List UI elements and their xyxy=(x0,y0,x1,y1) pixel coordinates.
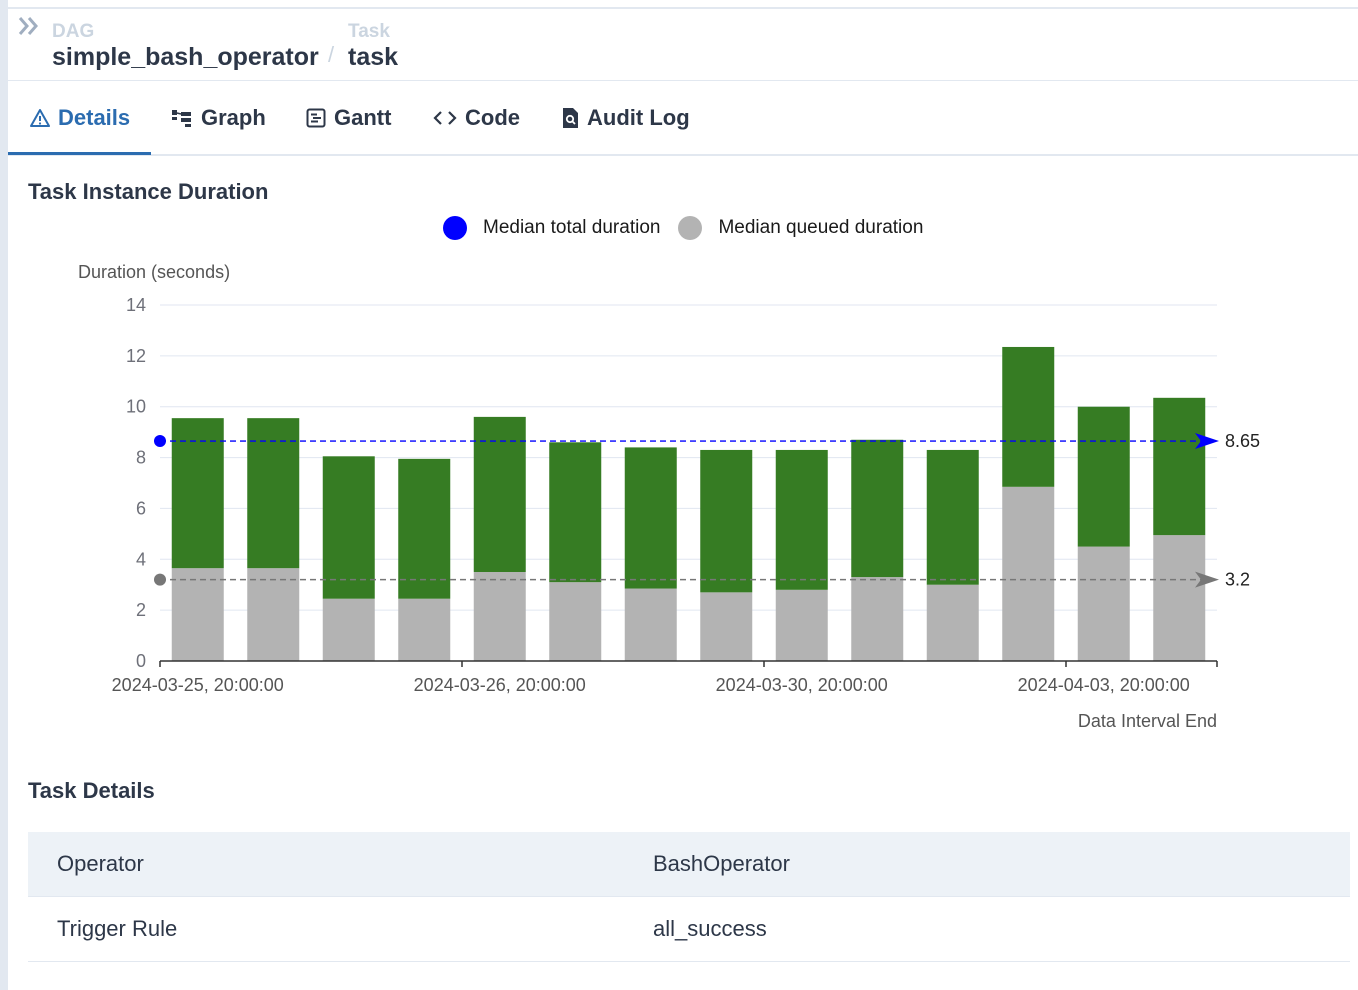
y-tick-label: 2 xyxy=(136,600,146,620)
active-tab-indicator xyxy=(8,152,151,155)
task-details-table: Operator BashOperator Trigger Rule all_s… xyxy=(28,832,1350,962)
bar-run xyxy=(1153,397,1206,536)
bar-run xyxy=(247,418,300,569)
tab-code[interactable]: Code xyxy=(433,82,520,154)
duration-section-title: Task Instance Duration xyxy=(28,179,269,204)
bar-run xyxy=(851,439,904,578)
breadcrumb-task-label: Task xyxy=(348,21,390,42)
tab-details-label: Details xyxy=(58,105,131,130)
x-tick-label: 2024-03-30, 20:00:00 xyxy=(716,675,888,695)
bar-queued xyxy=(624,588,677,661)
bar-queued xyxy=(247,568,300,661)
bar-run xyxy=(473,416,526,572)
header-divider xyxy=(8,80,1358,81)
legend-label-median-total: Median total duration xyxy=(483,217,661,238)
top-divider xyxy=(8,7,1358,9)
legend-item-median-total[interactable]: Median total duration xyxy=(443,216,660,240)
tab-audit-log-label: Audit Log xyxy=(587,105,690,130)
bar-run xyxy=(1077,406,1130,547)
table-cell-value: BashOperator xyxy=(653,851,790,876)
bar-queued xyxy=(473,572,526,661)
chart-legend: Median total duration Median queued dura… xyxy=(443,213,941,243)
x-tick-label: 2024-03-25, 20:00:00 xyxy=(112,675,284,695)
bar-run xyxy=(171,418,224,569)
bar-queued xyxy=(700,592,753,661)
tab-details[interactable]: Details xyxy=(30,82,130,154)
y-tick-label: 4 xyxy=(136,549,146,569)
bar-queued xyxy=(926,584,979,661)
table-cell-key: Operator xyxy=(57,851,144,876)
median-line-arrow xyxy=(1195,433,1219,450)
audit-log-icon xyxy=(563,108,578,128)
breadcrumb-task-value[interactable]: task xyxy=(348,43,399,71)
bar-queued xyxy=(549,582,602,661)
median-line-label: 3.2 xyxy=(1225,570,1250,590)
graph-icon xyxy=(172,110,191,127)
y-tick-label: 12 xyxy=(126,346,146,366)
legend-dot-median-queued xyxy=(678,216,703,240)
x-axis-title: Data Interval End xyxy=(1078,711,1217,731)
bar-run xyxy=(322,456,375,599)
breadcrumb: DAG simple_bash_operator / Task task xyxy=(18,14,1358,80)
legend-label-median-queued: Median queued duration xyxy=(718,217,924,238)
legend-item-median-queued[interactable]: Median queued duration xyxy=(678,216,923,240)
y-axis-title: Duration (seconds) xyxy=(78,262,230,282)
bar-queued xyxy=(1002,486,1055,661)
median-line-start-marker xyxy=(154,435,166,448)
warning-triangle-icon xyxy=(30,109,50,127)
bar-queued xyxy=(775,589,828,661)
bar-queued xyxy=(1153,535,1206,661)
x-tick-label: 2024-03-26, 20:00:00 xyxy=(414,675,586,695)
bar-run xyxy=(624,447,677,589)
table-cell-value: all_success xyxy=(653,916,767,941)
bar-run xyxy=(775,449,828,590)
y-tick-label: 8 xyxy=(136,448,146,468)
tab-graph-label: Graph xyxy=(201,105,266,130)
tabs-divider xyxy=(8,154,1358,156)
tab-gantt-label: Gantt xyxy=(334,105,392,130)
y-tick-label: 14 xyxy=(126,295,146,315)
table-row: Trigger Rule all_success xyxy=(28,897,1350,962)
tab-gantt[interactable]: Gantt xyxy=(306,82,391,154)
tab-bar: Details Graph Gantt Code xyxy=(8,82,1358,156)
table-cell-key: Trigger Rule xyxy=(57,916,178,941)
table-row: Operator BashOperator xyxy=(28,832,1350,897)
bar-run xyxy=(398,458,451,599)
breadcrumb-task[interactable]: Task task xyxy=(348,22,398,72)
y-tick-label: 6 xyxy=(136,498,146,518)
median-line-start-marker xyxy=(154,573,166,586)
bar-queued xyxy=(398,598,451,661)
duration-chart: Duration (seconds) 0 2 4 6 8 10 12 14 2024-03-25,… xyxy=(78,262,1260,731)
y-tick-label: 0 xyxy=(136,651,146,671)
bar-run xyxy=(549,442,602,583)
legend-dot-median-total xyxy=(443,216,467,240)
tab-audit-log[interactable]: Audit Log xyxy=(561,82,690,154)
tab-code-label: Code xyxy=(465,105,520,130)
bar-queued xyxy=(851,577,904,661)
median-line-arrow xyxy=(1195,571,1219,588)
bar-run xyxy=(1002,346,1055,487)
breadcrumb-dag-value[interactable]: simple_bash_operator xyxy=(52,43,319,71)
x-tick-label: 2024-04-03, 20:00:00 xyxy=(1018,675,1190,695)
y-tick-label: 10 xyxy=(126,397,146,417)
bar-queued xyxy=(171,568,224,661)
tab-graph[interactable]: Graph xyxy=(171,82,266,154)
bar-run xyxy=(926,449,979,585)
breadcrumb-dag[interactable]: DAG simple_bash_operator xyxy=(52,22,319,72)
code-icon xyxy=(433,111,457,125)
bar-queued xyxy=(1077,546,1130,661)
gantt-icon xyxy=(306,108,326,128)
bar-queued xyxy=(322,598,375,661)
breadcrumb-separator: / xyxy=(328,42,335,67)
expand-chevrons-icon[interactable] xyxy=(18,16,40,36)
task-details-title: Task Details xyxy=(28,778,155,803)
breadcrumb-dag-label: DAG xyxy=(52,21,95,42)
median-line-label: 8.65 xyxy=(1225,431,1260,451)
bar-run xyxy=(700,449,753,593)
left-rail xyxy=(0,0,8,990)
